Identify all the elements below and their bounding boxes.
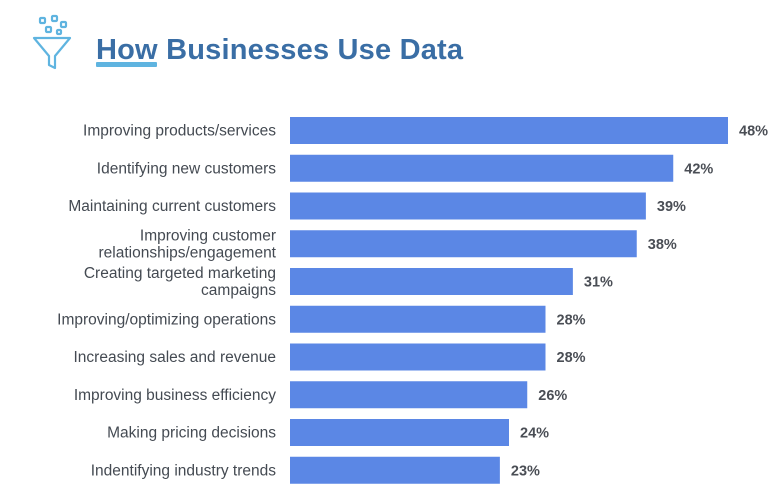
bar (290, 305, 546, 333)
category-label: Increasing sales and revenue (74, 349, 277, 366)
value-label: 26% (538, 388, 567, 404)
bar (290, 154, 674, 182)
value-label: 24% (520, 426, 549, 442)
title-underline (96, 62, 157, 67)
category-label: Indentifying industry trends (91, 462, 276, 479)
value-label: 28% (557, 312, 586, 328)
bar (290, 381, 528, 409)
category-label: Identifying new customers (97, 160, 276, 177)
category-label: Improving business efficiency (74, 387, 276, 404)
bar (290, 268, 573, 295)
value-label: 42% (684, 161, 713, 177)
category-label: Improving customer relationships/engageme… (98, 227, 276, 261)
chart-header: How Businesses Use Data (30, 14, 730, 74)
bar (290, 117, 728, 144)
category-label: Creating targeted marketing campaigns (84, 265, 276, 299)
category-label: Improving products/services (83, 123, 276, 140)
value-label: 31% (584, 275, 613, 291)
category-label: Making pricing decisions (107, 425, 276, 442)
chart-title: How Businesses Use Data (96, 34, 464, 66)
category-label: Maintaining current customers (68, 198, 276, 215)
value-label: 48% (739, 124, 768, 140)
bar (290, 419, 509, 446)
bar (290, 456, 500, 484)
value-label: 39% (657, 199, 686, 215)
bar (290, 230, 637, 258)
value-label: 28% (557, 350, 586, 366)
bar (290, 343, 546, 371)
category-label: Improving/optimizing operations (57, 311, 276, 328)
value-label: 23% (511, 463, 540, 479)
value-label: 38% (648, 237, 677, 253)
bar (290, 192, 646, 220)
funnel-icon (32, 14, 72, 70)
